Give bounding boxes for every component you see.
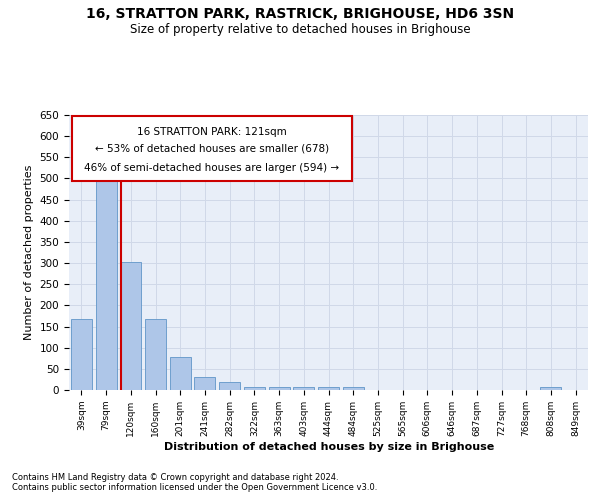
Bar: [343, 386, 364, 390]
Bar: [293, 386, 314, 390]
Text: Contains HM Land Registry data © Crown copyright and database right 2024.: Contains HM Land Registry data © Crown c…: [12, 472, 338, 482]
Text: Contains public sector information licensed under the Open Government Licence v3: Contains public sector information licen…: [12, 484, 377, 492]
Text: 46% of semi-detached houses are larger (594) →: 46% of semi-detached houses are larger (…: [84, 163, 339, 173]
Bar: [541, 386, 562, 390]
Bar: [145, 319, 166, 390]
Bar: [269, 386, 290, 390]
Bar: [170, 358, 191, 390]
Y-axis label: Number of detached properties: Number of detached properties: [24, 165, 34, 340]
Bar: [219, 382, 240, 390]
FancyBboxPatch shape: [71, 116, 352, 181]
Text: 16, STRATTON PARK, RASTRICK, BRIGHOUSE, HD6 3SN: 16, STRATTON PARK, RASTRICK, BRIGHOUSE, …: [86, 8, 514, 22]
Text: ← 53% of detached houses are smaller (678): ← 53% of detached houses are smaller (67…: [95, 144, 329, 154]
Bar: [318, 386, 339, 390]
Bar: [194, 377, 215, 390]
Bar: [244, 386, 265, 390]
Text: Size of property relative to detached houses in Brighouse: Size of property relative to detached ho…: [130, 22, 470, 36]
Text: Distribution of detached houses by size in Brighouse: Distribution of detached houses by size …: [164, 442, 494, 452]
Bar: [71, 319, 92, 390]
Text: 16 STRATTON PARK: 121sqm: 16 STRATTON PARK: 121sqm: [137, 128, 287, 138]
Bar: [120, 262, 141, 390]
Bar: [95, 174, 116, 390]
